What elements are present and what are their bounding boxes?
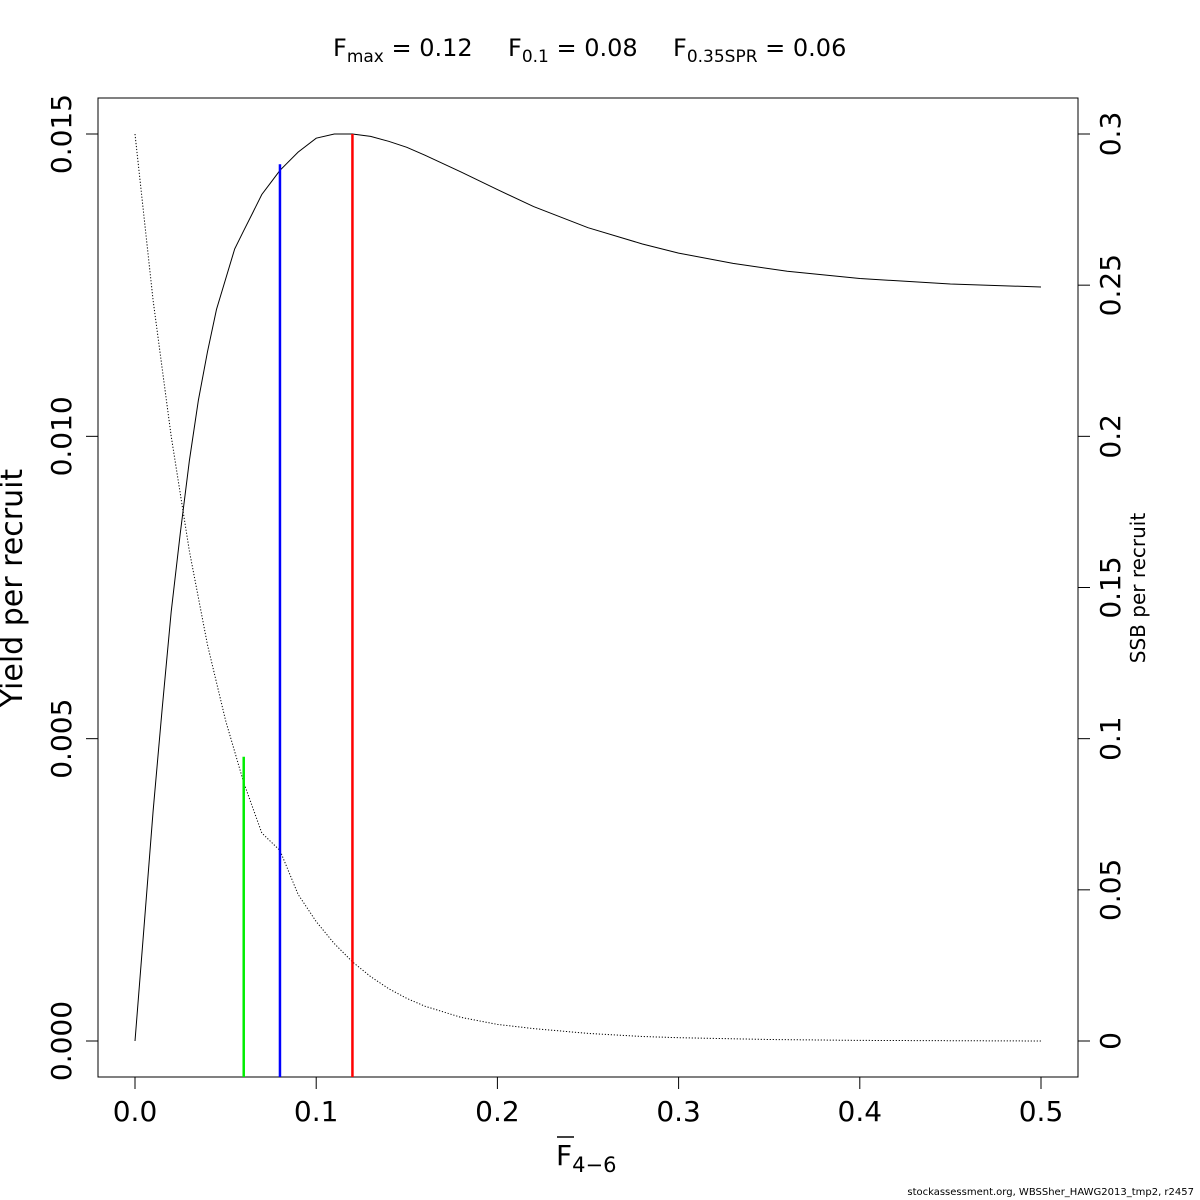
y-tick-label: 0.010 <box>45 396 78 476</box>
title-f01: F0.1 = 0.08 <box>508 34 638 67</box>
y2-tick-label: 0.15 <box>1094 556 1127 618</box>
y-tick-label: 0.000 <box>45 1001 78 1081</box>
y-axis-label-left: Yield per recruit <box>0 469 30 709</box>
y2-tick-label: 0.1 <box>1094 716 1127 761</box>
ssb-per-recruit-line <box>134 133 1042 1042</box>
series-layer <box>134 133 1042 1042</box>
x-tick-label: 0.3 <box>656 1095 701 1128</box>
title-fmax-value: 0.12 <box>419 34 472 62</box>
x-axis-label-sub: 4−6 <box>572 1153 616 1177</box>
title-f01-value: 0.08 <box>584 34 637 62</box>
y-tick-label: 0.005 <box>45 699 78 779</box>
title-f01-symbol: F <box>508 34 522 62</box>
y2-tick-label: 0.05 <box>1094 859 1127 921</box>
title-fspr-value: 0.06 <box>793 34 846 62</box>
x-tick-label: 0.5 <box>1019 1095 1064 1128</box>
y-axis-left: 0.000 0.005 0.010 0.015 <box>45 94 98 1081</box>
x-axis: 0.0 0.1 0.2 0.3 0.4 0.5 <box>113 1077 1064 1128</box>
title-fmax-sub: max <box>347 47 384 67</box>
x-tick-label: 0.2 <box>475 1095 520 1128</box>
svg-text:F4−6: F4−6 <box>556 1139 616 1177</box>
title-fspr-symbol: F <box>673 34 687 62</box>
x-tick-label: 0.1 <box>294 1095 339 1128</box>
title-fspr-sub: 0.35SPR <box>687 47 758 67</box>
footer-source: stockassessment.org, WBSSher_HAWG2013_tm… <box>907 1187 1194 1198</box>
plot-frame <box>97 97 1079 1078</box>
title-fspr: F0.35SPR = 0.06 <box>673 34 846 67</box>
title-fmax-symbol: F <box>333 34 347 62</box>
x-tick-label: 0.0 <box>113 1095 158 1128</box>
y-tick-label: 0.015 <box>45 94 78 174</box>
x-axis-label-symbol: F <box>556 1139 572 1172</box>
y2-tick-label: 0.25 <box>1094 254 1127 316</box>
y2-tick-label: 0 <box>1094 1032 1127 1050</box>
x-axis-label: F4−6 <box>556 1136 616 1177</box>
reference-lines <box>242 134 354 1077</box>
y-axis-right: 0 0.05 0.1 0.15 0.2 0.25 0.3 <box>1078 112 1127 1050</box>
y2-tick-label: 0.3 <box>1094 112 1127 157</box>
y2-tick-label: 0.2 <box>1094 414 1127 459</box>
title-f01-sub: 0.1 <box>522 47 549 67</box>
yield-per-recruit-line <box>134 133 1042 1042</box>
y-axis-label-right: SSB per recruit <box>1126 513 1150 664</box>
title-fmax: Fmax = 0.12 <box>333 34 473 67</box>
x-tick-label: 0.4 <box>838 1095 883 1128</box>
